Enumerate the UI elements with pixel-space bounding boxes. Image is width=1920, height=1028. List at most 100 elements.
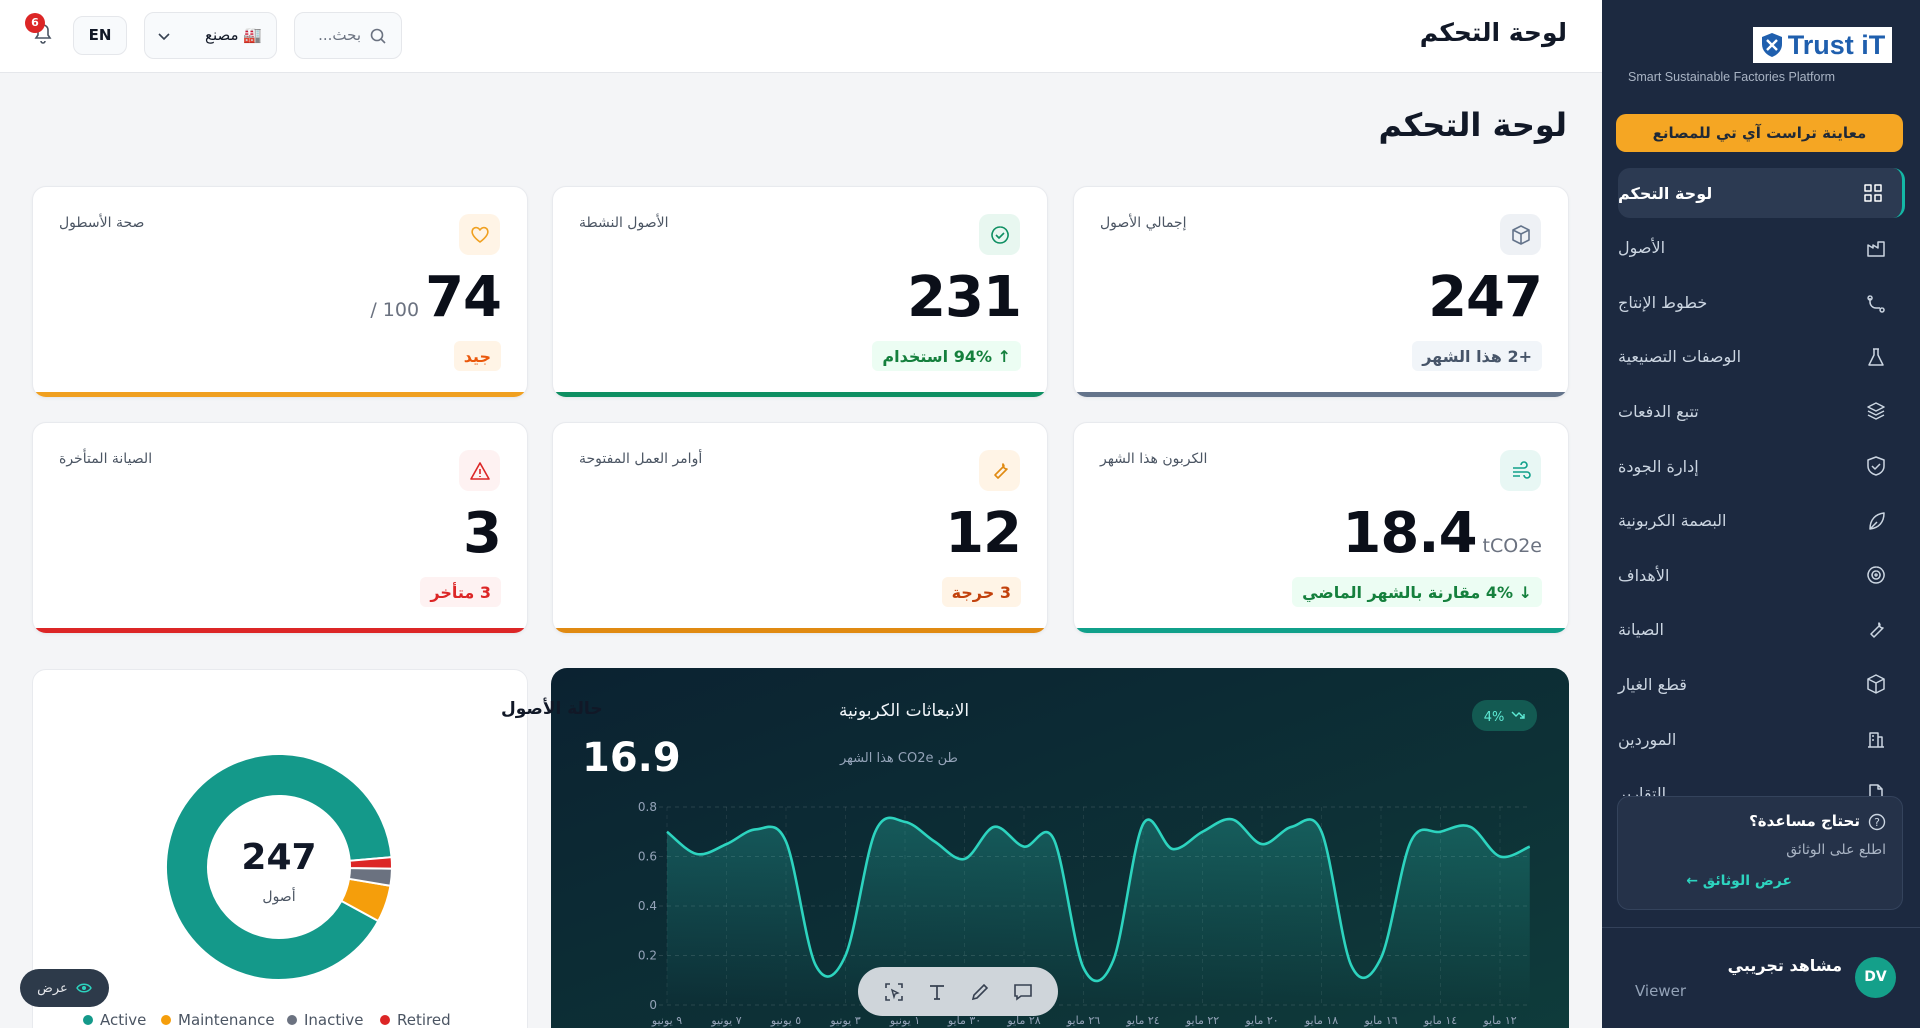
nav-label: إدارة الجودة [1618, 456, 1699, 476]
nav-label: خطوط الإنتاج [1618, 292, 1708, 312]
card-badge: جيد [453, 341, 501, 371]
card-accent [553, 392, 1047, 397]
factory-name: 🏭 مصنع [205, 26, 262, 44]
kpi-card: أوامر العمل المفتوحة 12 3 حرجة [552, 422, 1048, 634]
search-placeholder: بحث... [318, 26, 361, 44]
search-box[interactable]: بحث... [294, 12, 402, 59]
preview-button[interactable]: معاينة تراست آي تي للمصانع [1616, 114, 1903, 152]
nav-icon [1867, 295, 1885, 313]
card-icon [1500, 450, 1541, 491]
nav-icon [1864, 184, 1882, 202]
page-title: لوحة التحكم [1378, 106, 1568, 144]
svg-text:?: ? [1874, 816, 1880, 829]
nav-label: البصمة الكربونية [1618, 511, 1727, 531]
card-label: الكربون هذا الشهر [1100, 451, 1208, 467]
annotation-toolbar [858, 967, 1058, 1016]
nav-label: التقارير [1618, 784, 1667, 796]
nav-label: لوحة التحكم [1618, 183, 1713, 203]
nav-label: الأصول [1618, 238, 1666, 258]
emissions-card [551, 668, 1569, 1028]
view-button[interactable]: عرض [20, 969, 109, 1007]
nav-icon [1868, 348, 1884, 366]
text-tool[interactable] [926, 981, 948, 1003]
nav-item[interactable]: الأصول [1618, 223, 1905, 273]
card-label: إجمالي الأصول [1100, 215, 1187, 231]
chevron [158, 33, 170, 41]
nav-icon [1867, 456, 1885, 476]
top-bar: لوحة التحكم بحث... 🏭 مصنع EN 6 [0, 0, 1602, 73]
docs-link[interactable]: عرض الوثائق ← [1686, 873, 1792, 889]
nav-item[interactable]: تتبع الدفعات [1618, 386, 1905, 436]
card-accent [553, 628, 1047, 633]
logo-shield [1761, 33, 1782, 57]
value-row: 3 [463, 501, 502, 566]
card-accent [1074, 392, 1568, 397]
card-value: 74 [425, 265, 502, 330]
nav-icon [1869, 511, 1885, 530]
card-unit: tCO2e [1482, 535, 1542, 557]
card-badge: ↑ 94% استخدام [872, 341, 1021, 371]
nav-icon [1868, 732, 1884, 748]
sidebar: Trust iT Smart Sustainable Factories Pla… [1602, 0, 1920, 1028]
nav-item[interactable]: الوصفات التصنيعية [1618, 332, 1905, 382]
language-toggle[interactable]: EN [73, 16, 127, 55]
tagline: Smart Sustainable Factories Platform [1628, 70, 1836, 84]
card-icon [459, 214, 500, 255]
value-row: / 100 74 [370, 265, 502, 330]
card-icon-glyph [993, 462, 1008, 479]
nav-label: الموردين [1618, 729, 1677, 749]
kpi-card: الصيانة المتأخرة 3 3 متأخر [32, 422, 528, 634]
kpi-card: صحة الأسطول / 100 74 جيد [32, 186, 528, 398]
logo: Trust iT [1753, 27, 1892, 63]
nav-label: الصيانة [1618, 620, 1664, 640]
card-label: الصيانة المتأخرة [59, 451, 153, 467]
help-text: اطلع على الوثائق [1786, 842, 1886, 858]
nav-icon [1867, 566, 1885, 584]
nav-icon [1870, 622, 1884, 638]
nav-icon [1867, 674, 1885, 695]
select-tool[interactable] [883, 981, 905, 1003]
nav-item[interactable]: إدارة الجودة [1618, 441, 1905, 491]
kpi-card: إجمالي الأصول 247 +2 هذا الشهر [1073, 186, 1569, 398]
nav-item[interactable]: خطوط الإنتاج [1618, 277, 1905, 327]
card-label: الأصول النشطة [579, 215, 669, 231]
nav-icon [1867, 402, 1885, 421]
card-icon-glyph [1511, 224, 1530, 245]
card-icon-glyph [990, 225, 1009, 244]
card-icon-glyph [469, 461, 490, 480]
nav-item[interactable]: الصيانة [1618, 605, 1905, 655]
card-value: 18.4 [1342, 501, 1477, 566]
card-value: 231 [907, 265, 1022, 330]
value-row: 231 [907, 265, 1022, 330]
asset-status-card [32, 669, 528, 1028]
view-button-label: عرض [37, 980, 68, 996]
card-badge: 3 حرجة [941, 577, 1021, 607]
pen-tool[interactable] [969, 981, 991, 1003]
logo-text: Trust iT [1787, 29, 1886, 60]
nav-item[interactable]: الأهداف [1618, 550, 1905, 600]
nav-item[interactable]: التقارير [1618, 769, 1905, 796]
card-icon [979, 214, 1020, 255]
nav-item[interactable]: الموردين [1618, 714, 1905, 764]
value-row: 247 [1428, 265, 1543, 330]
nav-label: الوصفات التصنيعية [1618, 347, 1742, 367]
card-icon [1500, 214, 1541, 255]
factory-select[interactable]: 🏭 مصنع [144, 12, 277, 59]
divider [1602, 927, 1920, 928]
card-badge: 3 متأخر [420, 577, 501, 607]
nav-item[interactable]: البصمة الكربونية [1618, 496, 1905, 546]
nav-label: تتبع الدفعات [1618, 401, 1699, 421]
card-value: 12 [945, 501, 1022, 566]
card-icon-glyph [470, 226, 489, 243]
nav-item[interactable]: لوحة التحكم [1618, 168, 1905, 218]
nav-label: قطع الغيار [1618, 674, 1687, 694]
value-row: 12 [945, 501, 1022, 566]
card-badge: +2 هذا الشهر [1412, 341, 1542, 371]
nav-item[interactable]: قطع الغيار [1618, 659, 1905, 709]
comment-tool[interactable] [1012, 981, 1034, 1003]
user-role: Viewer [1635, 982, 1686, 1000]
nav-icon [1867, 240, 1885, 257]
value-row: 18.4 tCO2e [1342, 501, 1542, 566]
